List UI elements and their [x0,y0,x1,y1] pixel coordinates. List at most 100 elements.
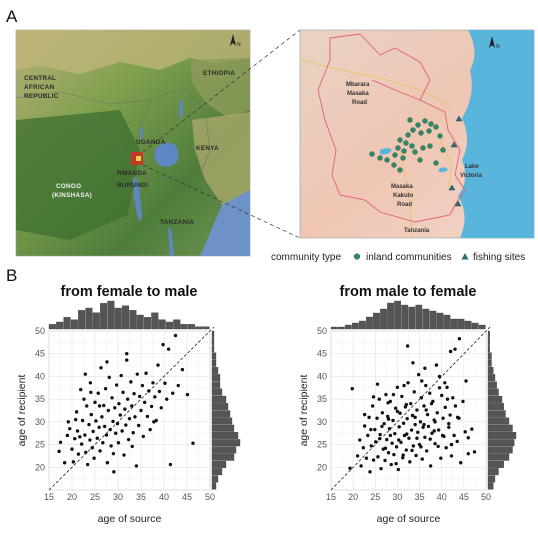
histogram-bar [457,318,465,330]
data-point [394,445,399,449]
histogram-bar [211,410,231,418]
label-ethiopia: ETHIOPIA [203,70,235,77]
histogram-bar [92,312,100,330]
right-marginal-histogram [211,330,241,490]
data-point [95,436,100,440]
data-point [418,420,423,424]
histogram-bar [173,319,181,330]
label-mbarara-road-1: Mbarara [346,82,370,88]
regional-map: ETHIOPIA CENTRAL AFRICAN REPUBLIC UGANDA… [15,29,251,257]
data-point [378,432,382,437]
histogram-bar [487,453,510,461]
data-point [375,416,379,420]
data-point [84,450,88,454]
data-point [390,441,394,445]
fishing-site-markers [448,115,463,207]
data-point [441,416,445,420]
histogram-bar [487,410,506,418]
histogram-bar [100,303,108,330]
north-arrow-icon: N [230,34,241,48]
data-point [119,373,123,378]
histogram-bar [487,439,515,447]
data-point [461,399,465,404]
y-tick-label: 20 [317,462,327,472]
data-point [358,438,362,442]
histogram-bar [344,324,352,330]
data-point [76,452,81,456]
data-point [73,417,78,422]
data-point [85,404,89,408]
panel-a-label: A [6,7,18,26]
data-point [147,389,151,393]
data-point [406,381,410,385]
data-point [435,411,439,415]
histogram-bar [450,318,458,330]
data-point [114,431,118,435]
histogram-bar [211,432,239,439]
data-point [171,391,175,395]
data-point [191,441,195,445]
data-point [66,420,71,424]
data-point [106,408,111,413]
data-point [91,429,95,434]
data-point [378,436,382,441]
data-point [405,344,410,348]
data-point [134,464,139,468]
data-point [137,394,142,399]
label-african: AFRICAN [24,84,55,91]
data-point [409,401,413,406]
label-kakuto-road-2: Kakuto [393,193,414,199]
label-burundi: BURUNDI [117,182,148,189]
data-point [151,381,155,385]
histogram-bar [351,322,359,330]
data-point [102,424,107,429]
histogram-bar [422,308,430,330]
zoom-connector [142,29,301,239]
data-point [87,422,91,427]
data-point [439,456,443,460]
histogram-bar [180,324,188,330]
histogram-bar [487,366,494,374]
histogram-bar [187,324,195,330]
y-axis-title: age of recipient [16,375,28,447]
x-tick-label: 20 [348,492,358,502]
data-point [426,424,431,429]
data-point [127,416,132,421]
data-point [424,449,429,453]
data-point [117,401,121,406]
data-point [407,436,411,440]
data-point [129,380,133,384]
data-points [348,337,477,474]
histogram-bar [415,304,423,330]
data-point [428,391,432,395]
y-tick-label: 30 [35,417,45,427]
histogram-bar [195,326,203,330]
data-point [411,361,415,365]
data-point [88,381,93,385]
data-point [404,402,408,407]
histogram-bar [464,320,472,330]
data-point [92,456,96,460]
data-point [68,426,72,431]
data-point [416,372,421,377]
data-point [394,461,398,466]
histogram-bar [211,352,217,360]
data-point [105,360,109,364]
data-point [428,464,433,468]
data-point [89,412,94,417]
data-point [140,383,145,388]
data-point [383,446,388,450]
data-point [379,466,383,471]
x-axis-title: age of source [98,513,162,525]
data-point [386,401,390,405]
data-point [405,416,409,421]
data-point [380,424,384,429]
data-point [457,337,462,341]
data-point [433,420,437,424]
data-point [395,385,400,390]
data-point [388,433,393,438]
histogram-bar [85,307,93,330]
legend-title: community type [271,252,341,263]
histogram-bar [143,317,152,330]
data-point [397,425,401,429]
